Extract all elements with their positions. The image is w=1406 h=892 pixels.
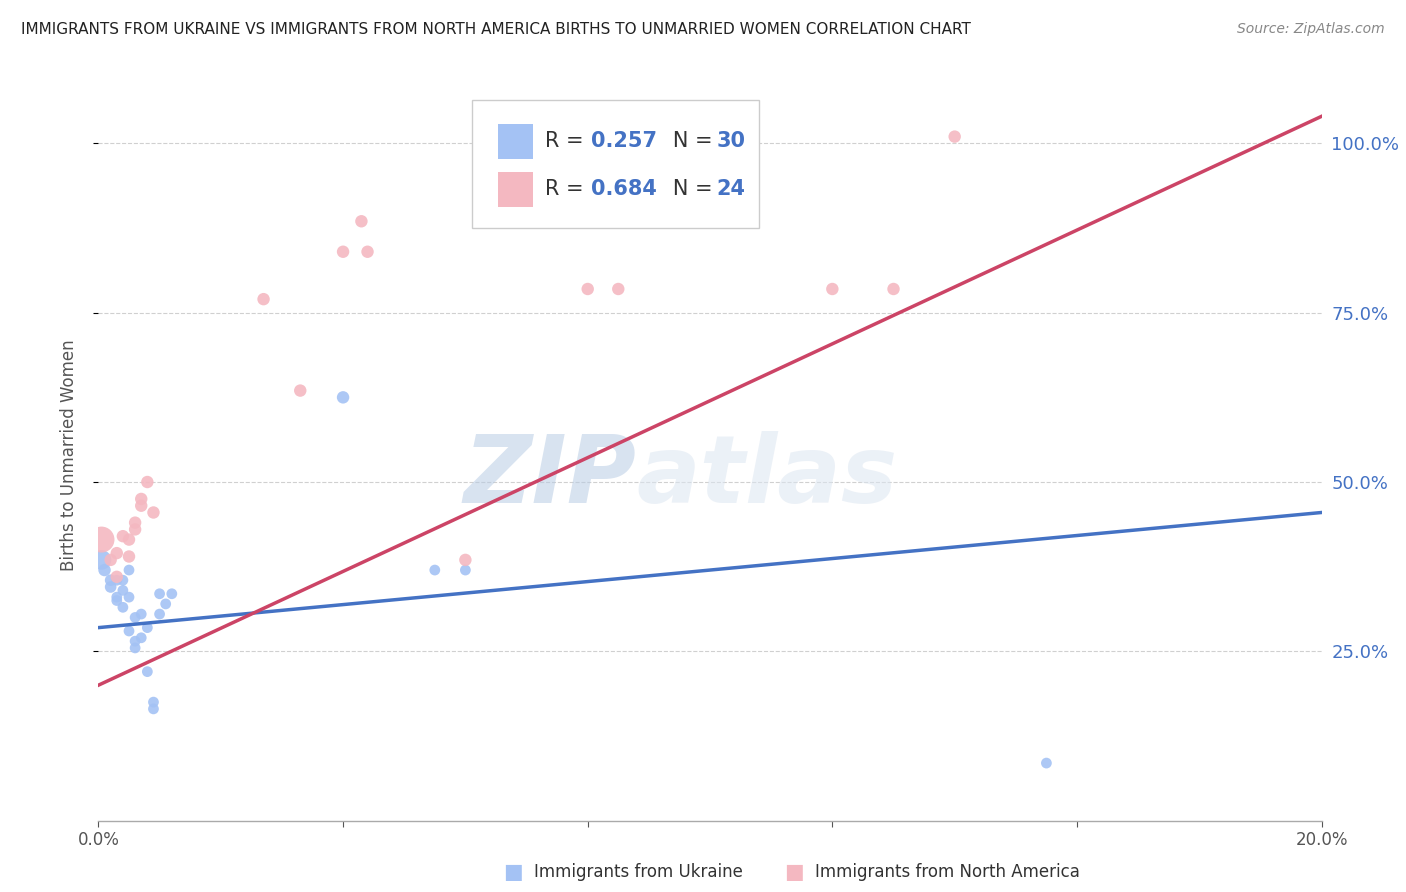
Y-axis label: Births to Unmarried Women: Births to Unmarried Women bbox=[59, 339, 77, 571]
Point bbox=[124, 610, 146, 624]
Point bbox=[350, 214, 373, 228]
Point bbox=[454, 553, 477, 567]
Point bbox=[93, 563, 115, 577]
Point bbox=[142, 695, 165, 709]
Point bbox=[252, 292, 274, 306]
Point bbox=[118, 590, 141, 604]
Point bbox=[124, 634, 146, 648]
Text: 0.257: 0.257 bbox=[592, 131, 658, 152]
Point bbox=[124, 523, 146, 537]
Text: 30: 30 bbox=[716, 131, 745, 152]
Bar bbox=[498, 124, 533, 159]
Text: Immigrants from North America: Immigrants from North America bbox=[815, 863, 1080, 881]
Point bbox=[105, 590, 128, 604]
Point bbox=[118, 533, 141, 547]
Text: Immigrants from Ukraine: Immigrants from Ukraine bbox=[534, 863, 744, 881]
Text: R =: R = bbox=[546, 131, 591, 152]
Point bbox=[129, 491, 152, 506]
Point bbox=[883, 282, 905, 296]
Point bbox=[1035, 756, 1057, 770]
Point bbox=[160, 587, 183, 601]
Bar bbox=[498, 171, 533, 207]
Point bbox=[124, 640, 146, 655]
Point bbox=[576, 282, 599, 296]
Text: N =: N = bbox=[652, 131, 718, 152]
Point bbox=[129, 607, 152, 621]
FancyBboxPatch shape bbox=[471, 100, 759, 228]
Point bbox=[124, 516, 146, 530]
Point bbox=[142, 506, 165, 520]
Point bbox=[129, 631, 152, 645]
Point bbox=[142, 702, 165, 716]
Point bbox=[943, 129, 966, 144]
Point bbox=[149, 607, 172, 621]
Point bbox=[105, 593, 128, 607]
Point bbox=[454, 563, 477, 577]
Point bbox=[105, 546, 128, 560]
Text: ■: ■ bbox=[503, 863, 523, 882]
Point bbox=[136, 665, 159, 679]
Point bbox=[111, 600, 134, 615]
Point bbox=[423, 563, 446, 577]
Point bbox=[136, 621, 159, 635]
Point bbox=[149, 587, 172, 601]
Point bbox=[129, 499, 152, 513]
Text: IMMIGRANTS FROM UKRAINE VS IMMIGRANTS FROM NORTH AMERICA BIRTHS TO UNMARRIED WOM: IMMIGRANTS FROM UKRAINE VS IMMIGRANTS FR… bbox=[21, 22, 972, 37]
Point bbox=[607, 282, 630, 296]
Point bbox=[356, 244, 378, 259]
Text: Source: ZipAtlas.com: Source: ZipAtlas.com bbox=[1237, 22, 1385, 37]
Point bbox=[111, 583, 134, 598]
Point bbox=[100, 553, 122, 567]
Point bbox=[100, 573, 122, 587]
Point bbox=[118, 563, 141, 577]
Point bbox=[118, 624, 141, 638]
Text: ■: ■ bbox=[785, 863, 804, 882]
Point bbox=[105, 573, 128, 587]
Text: atlas: atlas bbox=[637, 431, 898, 523]
Point bbox=[105, 570, 128, 584]
Point bbox=[155, 597, 177, 611]
Text: R =: R = bbox=[546, 179, 591, 199]
Text: 0.684: 0.684 bbox=[592, 179, 657, 199]
Text: N =: N = bbox=[652, 179, 718, 199]
Point bbox=[118, 549, 141, 564]
Point bbox=[90, 553, 112, 567]
Point bbox=[111, 529, 134, 543]
Point bbox=[332, 390, 354, 404]
Point bbox=[100, 580, 122, 594]
Point bbox=[290, 384, 312, 398]
Point bbox=[136, 475, 159, 489]
Point bbox=[90, 533, 112, 547]
Point bbox=[821, 282, 844, 296]
Text: ZIP: ZIP bbox=[464, 431, 637, 523]
Point bbox=[332, 244, 354, 259]
Point bbox=[111, 573, 134, 587]
Text: 24: 24 bbox=[716, 179, 745, 199]
